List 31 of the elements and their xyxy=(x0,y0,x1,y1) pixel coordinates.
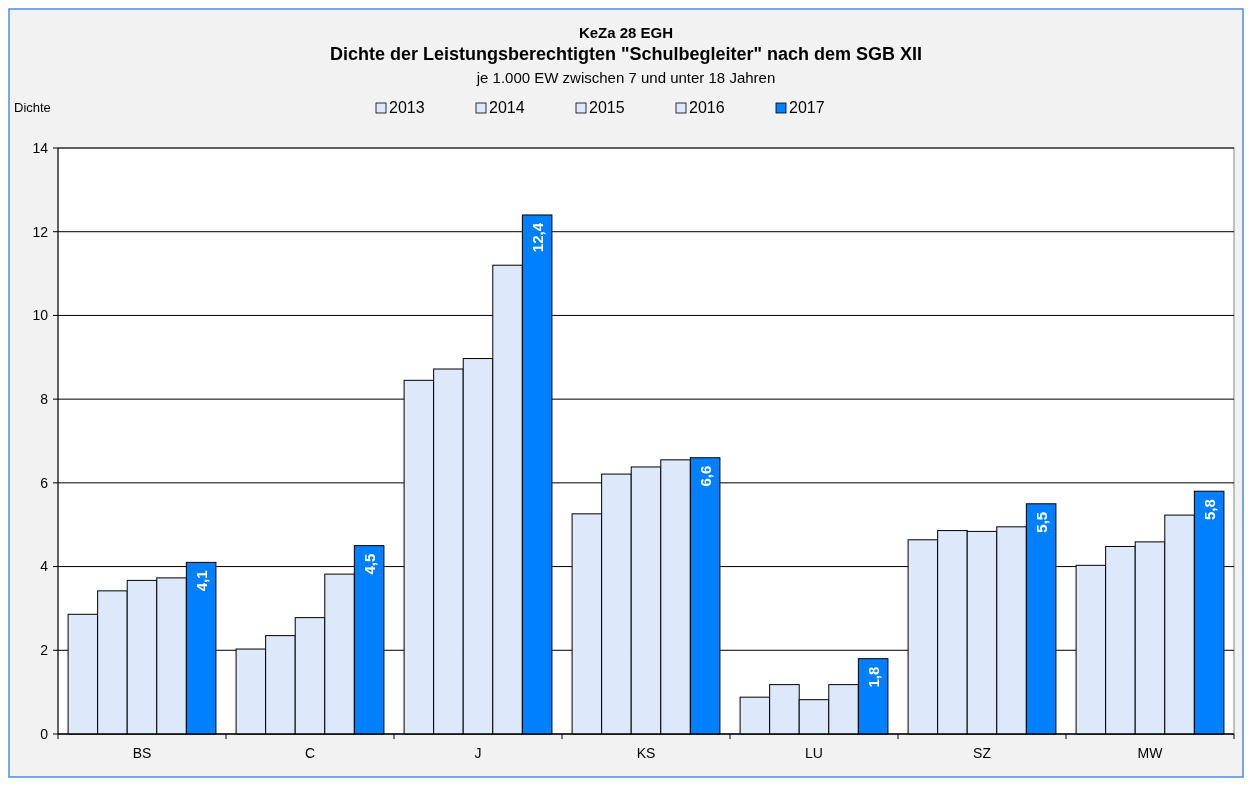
y-tick-label: 10 xyxy=(32,307,49,324)
x-tick-label: BS xyxy=(132,745,152,761)
x-tick-label: SZ xyxy=(973,745,992,761)
y-axis-title: Dichte xyxy=(14,100,51,115)
data-label: 5,5 xyxy=(1033,511,1051,533)
chart-subtitle: Dichte der Leistungsberechtigten "Schulbegleiter" nach dem SGB XII xyxy=(329,44,923,64)
text: je 1.000 EW zwischen 7 und unter 18 Jahren xyxy=(475,69,776,86)
legend-label: 2014 xyxy=(489,99,525,116)
x-tick-label: KS xyxy=(636,745,656,761)
y-tick-label: 14 xyxy=(32,139,49,156)
data-label: 4,5 xyxy=(361,553,379,575)
x-tick-label: MW xyxy=(1137,745,1164,761)
y-tick-label: 0 xyxy=(40,725,49,742)
legend-label: 2013 xyxy=(389,99,425,116)
y-tick-label: 6 xyxy=(40,474,49,491)
y-tick-label: 8 xyxy=(40,391,49,408)
x-tick-label: C xyxy=(304,745,316,761)
legend-label: 2016 xyxy=(689,99,725,116)
x-tick-label: LU xyxy=(805,745,823,761)
data-label: 4,1 xyxy=(193,570,211,592)
legend-label: 2017 xyxy=(789,99,825,116)
chart-title: KeZa 28 EGH xyxy=(578,24,674,41)
legend-label: 2015 xyxy=(589,99,625,116)
y-tick-label: 2 xyxy=(40,642,49,659)
y-tick-label: 4 xyxy=(40,558,49,575)
x-tick-label: J xyxy=(474,745,482,761)
data-label: 12,4 xyxy=(529,222,547,253)
data-label: 1,8 xyxy=(865,666,883,688)
y-tick-label: 12 xyxy=(32,223,49,240)
data-label: 6,6 xyxy=(697,465,715,487)
data-label: 5,8 xyxy=(1201,499,1219,521)
